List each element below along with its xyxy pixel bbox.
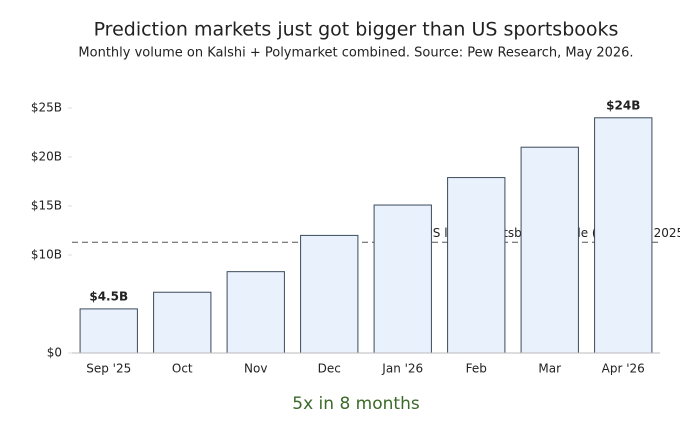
bar [520, 146, 579, 354]
bar [79, 308, 138, 354]
bar [447, 177, 506, 354]
x-tick-label: Feb [466, 362, 487, 376]
y-tick-label: $10B [31, 248, 62, 262]
x-tick-label: Oct [172, 362, 193, 376]
x-tick-label: Jan '26 [381, 362, 423, 376]
x-tick-label: Mar [538, 362, 561, 376]
value-label: $4.5B [89, 289, 128, 303]
x-tick-label: Sep '25 [86, 362, 131, 376]
y-tick-label: $15B [31, 199, 62, 213]
bar [153, 291, 212, 354]
x-tick-label: Dec [318, 362, 341, 376]
chart-title: Prediction markets just got bigger than … [94, 19, 619, 41]
bar [594, 117, 653, 354]
bar [373, 204, 432, 354]
x-tick-label: Nov [244, 362, 267, 376]
chart-subtitle: Monthly volume on Kalshi + Polymarket co… [78, 46, 633, 61]
bar [226, 271, 285, 354]
y-tick-label: $20B [31, 150, 62, 164]
bar [300, 234, 359, 354]
y-tick-label: $0 [47, 346, 62, 360]
y-tick-label: $25B [31, 101, 62, 115]
x-tick-label: Apr '26 [602, 362, 645, 376]
annotation: 5x in 8 months [292, 394, 420, 414]
value-label: $24B [606, 98, 640, 112]
